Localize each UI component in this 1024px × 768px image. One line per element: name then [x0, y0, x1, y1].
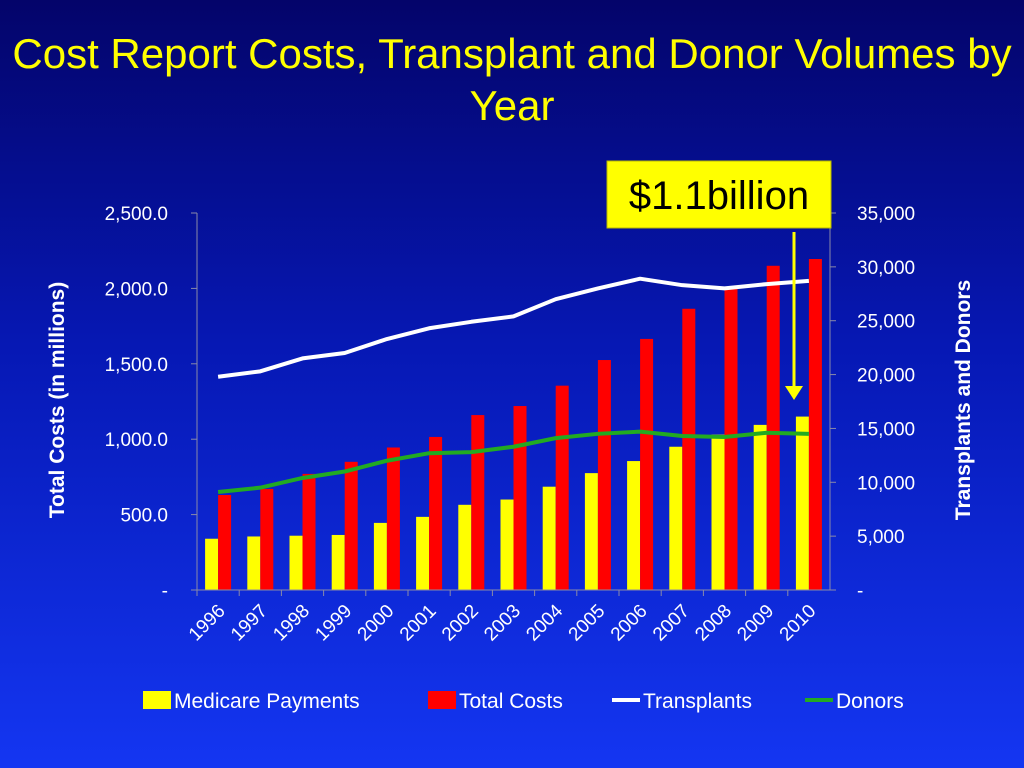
- bar-total-costs-2010: [808, 258, 822, 590]
- x-tick-label: 1998: [269, 601, 314, 646]
- x-tick-label: 2007: [649, 601, 694, 646]
- bar-medicare-payments-1999: [331, 534, 345, 590]
- bar-total-costs-2003: [513, 406, 527, 590]
- bar-medicare-payments-1996: [205, 538, 219, 590]
- bar-total-costs-1996: [218, 494, 232, 590]
- annotation-callout: $1.1billion: [606, 160, 832, 400]
- bar-total-costs-2007: [682, 308, 696, 590]
- y2-tick-label: 15,000: [857, 419, 915, 440]
- bar-total-costs-2000: [386, 447, 400, 590]
- bar-medicare-payments-2004: [542, 486, 556, 590]
- slide-title: Cost Report Costs, Transplant and Donor …: [12, 30, 1012, 129]
- bar-total-costs-2001: [429, 436, 443, 590]
- legend-label-donors: Donors: [836, 690, 904, 713]
- bar-total-costs-1999: [344, 461, 358, 590]
- y2-tick-label: -: [857, 581, 863, 602]
- bar-total-costs-2006: [640, 338, 654, 590]
- bar-medicare-payments-2001: [416, 516, 430, 590]
- y2-tick-label: 20,000: [857, 366, 915, 387]
- y-tick-label: 1,000.0: [105, 430, 168, 451]
- x-tick-label: 1999: [311, 601, 356, 646]
- x-tick-label: 2000: [354, 601, 399, 646]
- y2-tick-label: 35,000: [857, 204, 915, 225]
- bar-total-costs-2005: [597, 360, 611, 590]
- bar-medicare-payments-2010: [795, 416, 809, 590]
- lines-layer: [217, 276, 810, 494]
- bar-medicare-payments-2006: [627, 461, 641, 590]
- bars-layer: [205, 258, 822, 590]
- x-tick-label: 1997: [227, 601, 272, 646]
- y-tick-label: 2,000.0: [105, 279, 168, 300]
- bar-medicare-payments-2007: [669, 446, 683, 590]
- y2-tick-label: 10,000: [857, 473, 915, 494]
- y2-axis-title: Transplants and Donors: [952, 280, 975, 520]
- legend-swatch-total-costs: [428, 691, 456, 709]
- y2-tick-label: 5,000: [857, 527, 905, 548]
- y-tick-label: 2,500.0: [105, 204, 168, 225]
- y2-tick-label: 25,000: [857, 312, 915, 333]
- line-donors: [217, 429, 809, 494]
- x-tick-label: 2009: [733, 601, 778, 646]
- legend-label-total-costs: Total Costs: [459, 690, 563, 713]
- bar-medicare-payments-2003: [500, 499, 514, 590]
- bar-medicare-payments-2008: [711, 434, 725, 590]
- x-tick-label: 2004: [522, 600, 567, 645]
- annotation-arrowhead: [785, 386, 803, 400]
- x-tick-label: 2010: [776, 601, 821, 646]
- x-tick-label: 2005: [565, 601, 610, 646]
- bar-total-costs-2004: [555, 385, 569, 590]
- x-tick-label: 2002: [438, 601, 483, 646]
- annotation-box: [606, 160, 832, 229]
- x-tick-label: 2008: [691, 601, 736, 646]
- x-tick-label: 2006: [607, 601, 652, 646]
- legend-label-transplants: Transplants: [643, 690, 752, 713]
- bar-medicare-payments-1998: [289, 535, 303, 590]
- bar-medicare-payments-2000: [373, 522, 387, 590]
- y-tick-label: -: [162, 581, 168, 602]
- x-tick-label: 2003: [480, 601, 525, 646]
- y-axis-title: Total Costs (in millions): [46, 282, 69, 518]
- bar-total-costs-1997: [260, 488, 274, 590]
- bar-medicare-payments-2002: [458, 504, 472, 590]
- bar-medicare-payments-2005: [584, 473, 598, 590]
- bar-medicare-payments-2009: [753, 424, 767, 590]
- bar-total-costs-2002: [471, 415, 485, 590]
- x-tick-label: 1996: [185, 601, 230, 646]
- legend-label-medicare-payments: Medicare Payments: [174, 690, 360, 713]
- y-tick-label: 1,500.0: [105, 355, 168, 376]
- bar-medicare-payments-1997: [247, 536, 261, 590]
- legend: Medicare Payments Total Costs Transplants D…: [143, 690, 904, 713]
- y-tick-label: 500.0: [120, 506, 168, 527]
- x-tick-label: 2001: [396, 601, 441, 646]
- bar-total-costs-1998: [302, 473, 316, 590]
- y2-tick-label: 30,000: [857, 258, 915, 279]
- annotation-text: $1.1billion: [629, 174, 809, 218]
- bar-total-costs-2009: [766, 265, 780, 590]
- line-transplants: [217, 276, 810, 379]
- bar-total-costs-2008: [724, 288, 738, 590]
- legend-swatch-medicare-payments: [143, 691, 171, 709]
